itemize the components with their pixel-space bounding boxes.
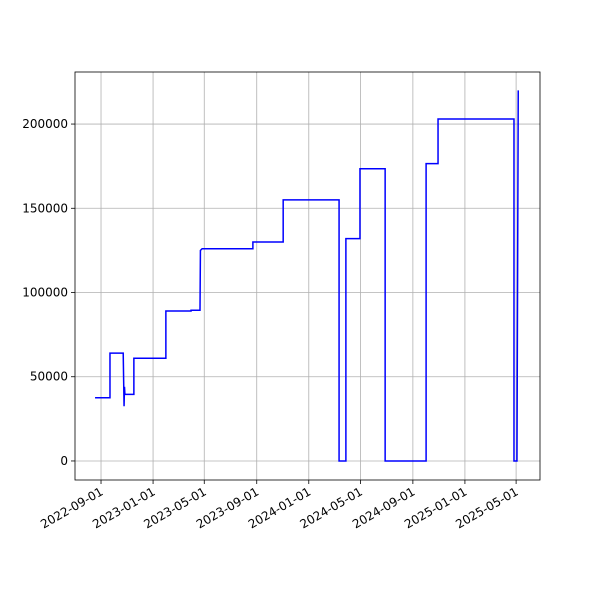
y-tick-label: 150000 [22,201,68,215]
line [95,90,519,462]
y-tick-label: 200000 [22,117,68,131]
y-tick-label: 100000 [22,286,68,300]
y-tick-label: 50000 [30,370,68,384]
y-tick-label: 0 [60,454,68,468]
plot-frame [74,71,541,481]
